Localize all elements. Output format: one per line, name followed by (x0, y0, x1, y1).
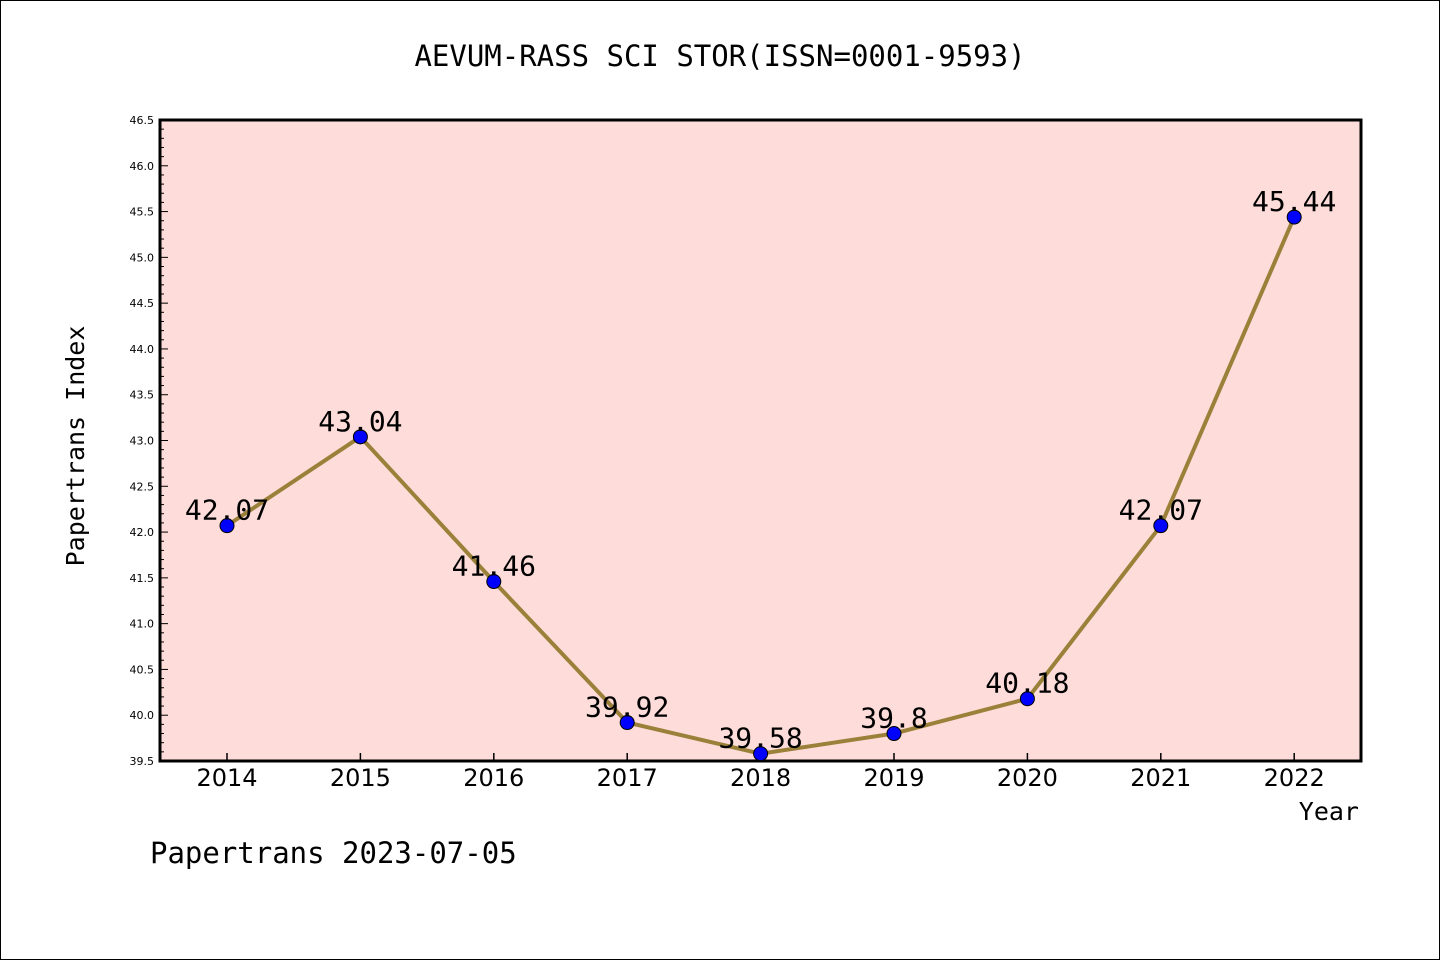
y-tick-label: 42.5 (130, 480, 155, 493)
y-tick-label: 40.0 (130, 709, 155, 722)
data-label: 42.07 (1119, 494, 1203, 527)
y-tick-label: 44.5 (130, 297, 155, 310)
data-point (1153, 518, 1169, 534)
y-axis: 39.5 40.0 40.5 41.0 41.5 42.0 42.5 43.0 43.5 44.0… (130, 114, 168, 768)
y-tick-label: 41.5 (130, 572, 155, 585)
data-point (753, 746, 769, 762)
y-tick-label: 46.5 (130, 114, 155, 127)
data-label: 41.46 (452, 550, 536, 583)
y-axis-label: Papertrans Index (61, 326, 90, 567)
x-tick-label: 2019 (863, 764, 924, 792)
data-point (1286, 209, 1302, 225)
data-label: 39.92 (585, 691, 669, 724)
data-label: 43.04 (318, 405, 402, 438)
y-tick-label: 39.5 (130, 755, 155, 768)
data-label: 39.58 (718, 722, 802, 755)
x-tick-label: 2020 (997, 764, 1058, 792)
data-label: 40.18 (985, 667, 1069, 700)
data-point (886, 726, 902, 742)
data-point (219, 518, 235, 534)
x-tick-label: 2018 (730, 764, 791, 792)
x-tick-label: 2016 (463, 764, 524, 792)
y-tick-label: 45.0 (130, 251, 155, 264)
data-label: 42.07 (185, 494, 269, 527)
x-axis-label: Year (1299, 797, 1359, 826)
y-tick-label: 41.0 (130, 618, 155, 631)
data-point (486, 574, 502, 590)
data-label: 45.44 (1252, 185, 1336, 218)
plot-area (158, 118, 1363, 763)
footer-caption: Papertrans 2023-07-05 (150, 836, 517, 870)
data-point (352, 429, 368, 445)
x-tick-label: 2021 (1130, 764, 1191, 792)
data-label: 39.8 (860, 702, 927, 735)
y-tick-label: 45.5 (130, 206, 155, 219)
y-tick-label: 40.5 (130, 663, 155, 676)
series-line-group: 42.07 43.04 41.46 39.92 39.58 39.8 40.18 42.07 4… (185, 185, 1336, 762)
x-tick-label: 2017 (597, 764, 658, 792)
x-tick-label: 2015 (330, 764, 391, 792)
data-point (619, 715, 635, 731)
y-tick-label: 44.0 (130, 343, 155, 356)
y-tick-label: 42.0 (130, 526, 155, 539)
x-tick-label: 2022 (1264, 764, 1325, 792)
y-tick-label: 43.5 (130, 389, 155, 402)
x-tick-label: 2014 (196, 764, 257, 792)
x-axis: 2014 2015 2016 2017 2018 2019 2020 2021 2022 (196, 753, 1325, 792)
y-tick-label: 46.0 (130, 160, 155, 173)
y-tick-label: 43.0 (130, 435, 155, 448)
chart-title: AEVUM-RASS SCI STOR(ISSN=0001-9593) (414, 39, 1025, 73)
data-point (1019, 691, 1035, 707)
